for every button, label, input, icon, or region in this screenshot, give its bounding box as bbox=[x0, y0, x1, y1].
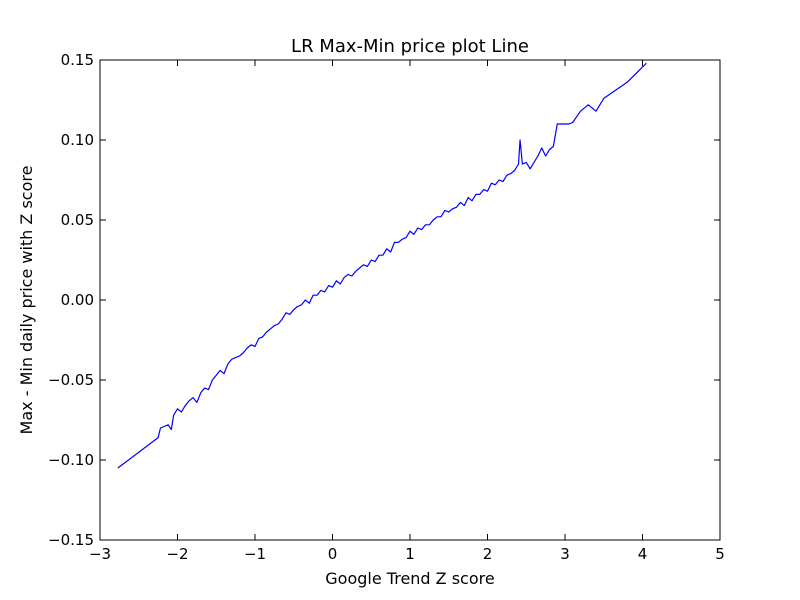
x-tick-label: −3 bbox=[89, 545, 111, 563]
x-tick-label: 3 bbox=[560, 545, 570, 563]
x-tick-label: 1 bbox=[405, 545, 415, 563]
series-line bbox=[117, 62, 647, 469]
y-tick-label: −0.10 bbox=[48, 451, 94, 469]
plot-area bbox=[99, 59, 721, 541]
y-tick-label: 0.15 bbox=[61, 51, 94, 69]
y-tick-label: 0.05 bbox=[61, 211, 94, 229]
y-tick-label: −0.15 bbox=[48, 531, 94, 549]
y-tick-label: 0.00 bbox=[61, 291, 94, 309]
x-axis: −3 −2 −1 0 1 2 3 4 5 bbox=[89, 60, 725, 563]
x-tick-label: 5 bbox=[715, 545, 725, 563]
y-tick-label: 0.10 bbox=[61, 131, 94, 149]
x-tick-label: −1 bbox=[244, 545, 266, 563]
x-tick-label: −2 bbox=[166, 545, 188, 563]
x-tick-label: 4 bbox=[638, 545, 648, 563]
y-axis: −0.15 −0.10 −0.05 0.00 0.05 0.10 0.15 bbox=[48, 51, 720, 549]
y-tick-label: −0.05 bbox=[48, 371, 94, 389]
plot-frame bbox=[99, 59, 721, 541]
y-axis-title: Max - Min daily price with Z score bbox=[17, 166, 36, 435]
x-tick-label: 2 bbox=[483, 545, 493, 563]
x-axis-title: Google Trend Z score bbox=[325, 569, 494, 588]
chart-title: LR Max-Min price plot Line bbox=[291, 36, 529, 57]
x-tick-label: 0 bbox=[328, 545, 338, 563]
